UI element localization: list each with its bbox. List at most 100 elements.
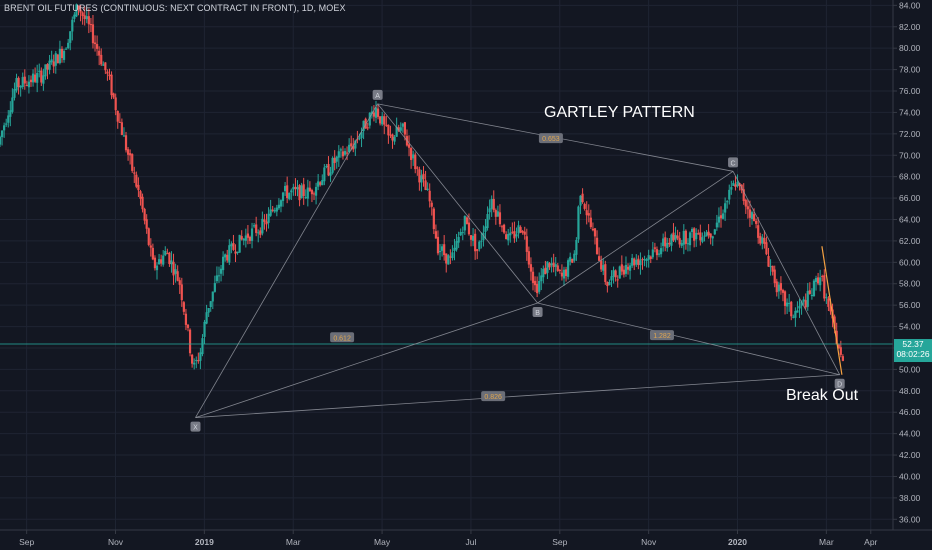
forecast-line <box>821 246 843 375</box>
candle-body <box>509 232 512 236</box>
candle-body <box>591 228 595 231</box>
candle-body <box>345 152 349 154</box>
candle-body <box>242 238 245 241</box>
candle-body <box>205 312 208 324</box>
price-tick-label: 56.00 <box>899 300 921 310</box>
candle-body <box>546 261 549 273</box>
candle-body <box>443 244 446 256</box>
candle-body <box>699 232 702 241</box>
candle-body <box>275 207 278 212</box>
candle-body <box>471 235 475 241</box>
candle-body <box>434 231 438 239</box>
candle-body <box>711 236 714 239</box>
candle-body <box>734 184 737 187</box>
time-axis-background <box>0 530 932 550</box>
price-tick-label: 84.00 <box>899 0 921 10</box>
candle-body <box>659 248 663 255</box>
candle-body <box>719 215 723 219</box>
time-tick-label: Mar <box>286 537 301 547</box>
candle-body <box>147 228 150 245</box>
pattern-line-BD <box>537 302 840 376</box>
candle-body <box>253 225 256 227</box>
candle-body <box>343 151 347 155</box>
candle-body <box>300 185 303 199</box>
pattern-line-XB <box>195 302 538 418</box>
candle-body <box>124 135 128 151</box>
candle-body <box>116 110 119 122</box>
candle-body <box>651 249 654 258</box>
candle-body <box>666 242 669 249</box>
candle-body <box>750 212 754 219</box>
time-axis[interactable] <box>0 529 932 550</box>
price-axis-background <box>893 0 932 530</box>
candle-body <box>482 232 485 241</box>
candle-body <box>478 241 481 250</box>
candle-body <box>724 203 727 213</box>
candle-body <box>279 200 283 207</box>
candle-body <box>358 137 361 139</box>
candle-body <box>717 216 721 223</box>
candle-body <box>628 265 632 271</box>
candle-body <box>65 48 68 50</box>
candle-body <box>829 306 832 312</box>
candle-body <box>752 214 756 221</box>
candle-body <box>197 360 200 362</box>
candle-body <box>410 148 413 160</box>
candle-body <box>511 231 514 233</box>
candle-body <box>746 206 749 210</box>
candle-body <box>281 192 285 201</box>
candle-body <box>376 108 380 117</box>
candle-body <box>383 116 386 125</box>
candle-body <box>348 144 351 153</box>
candle-body <box>502 224 506 233</box>
candle-body <box>261 218 264 234</box>
candle-body <box>649 256 652 259</box>
candle-body <box>164 250 167 256</box>
candle-body <box>624 264 628 274</box>
candle-body <box>391 134 394 141</box>
candle-body <box>234 251 237 254</box>
candle-body <box>612 270 615 277</box>
candle-body <box>333 157 336 163</box>
candle-body <box>808 290 811 294</box>
candle-body <box>122 135 126 137</box>
candle-body <box>575 239 578 255</box>
candle-body <box>744 199 747 207</box>
candle-body <box>0 130 4 138</box>
candle-body <box>771 265 774 272</box>
candle-body <box>60 48 64 59</box>
candle-body <box>641 259 644 261</box>
candle-body <box>416 167 419 169</box>
candle-body <box>618 266 621 279</box>
candle-body <box>222 256 225 271</box>
candle-body <box>176 271 179 281</box>
candle-body <box>259 230 262 235</box>
candle-body <box>170 260 173 265</box>
candle-body <box>544 267 547 275</box>
candle-body <box>732 183 735 186</box>
candle-body <box>730 187 733 190</box>
candle-body <box>298 185 301 201</box>
candle-body <box>635 260 638 265</box>
candle-body <box>34 74 37 82</box>
candle-body <box>401 123 404 127</box>
candle-body <box>191 354 194 364</box>
candle-body <box>622 269 626 275</box>
candle-body <box>157 259 161 265</box>
point-label-box <box>834 378 845 389</box>
candle-body <box>56 54 59 64</box>
candle-body <box>536 283 539 294</box>
candle-body <box>759 236 762 244</box>
candle-body <box>151 247 154 260</box>
candle-body <box>25 85 28 87</box>
candle-body <box>106 71 109 74</box>
candle-body <box>294 186 297 189</box>
candle-body <box>451 252 454 259</box>
candle-body <box>761 237 764 244</box>
price-axis[interactable] <box>892 0 932 530</box>
candle-body <box>552 262 555 268</box>
candle-body <box>538 280 541 292</box>
candle-body <box>3 125 6 131</box>
